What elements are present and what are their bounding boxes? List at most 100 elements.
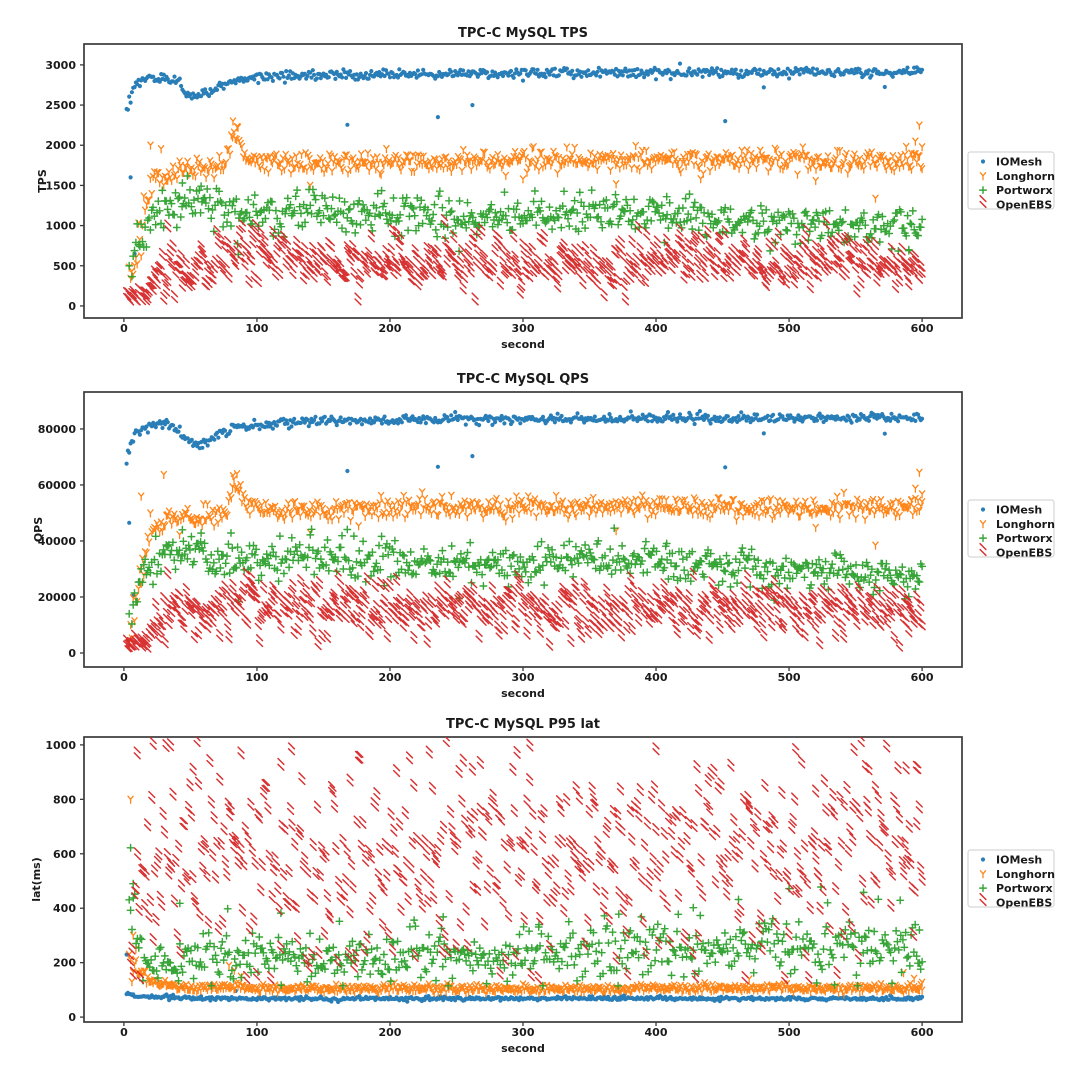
chart-3: TPC-C MySQL P95 lat second lat(ms) 0 100 200 3… [30, 717, 1055, 1055]
x-axis-tick-label: 400 [645, 322, 668, 335]
x-axis-tick-label: 200 [378, 671, 401, 684]
series-layer [124, 737, 927, 1005]
legend-entry-openebs: OpenEBS [979, 892, 1052, 909]
legend-entry-iomesh: IOMesh [980, 854, 1042, 867]
x-axis-tick-label: 100 [245, 1026, 268, 1039]
y-axis-tick-label: 60000 [38, 479, 77, 492]
y-axis-tick-label: 20000 [38, 591, 77, 604]
legend-marker-iomesh-icon [980, 857, 986, 862]
y-axis-tick-label: 2500 [45, 99, 76, 112]
y-axis-tick-label: 3000 [45, 59, 76, 72]
legend-label-portworx: Portworx [996, 532, 1053, 545]
y-axis-tick-label: 0 [68, 1011, 76, 1024]
y-axis-tick-label: 1500 [45, 179, 76, 192]
legend-label-openebs: OpenEBS [996, 198, 1052, 211]
x-axis-label: second [501, 1042, 545, 1055]
legend-entry-openebs: OpenEBS [979, 194, 1052, 211]
y-axis-tick-label: 80000 [38, 423, 77, 436]
x-axis-label: second [501, 338, 545, 351]
series-openebs-points [122, 213, 926, 306]
x-axis-tick-label: 500 [778, 322, 801, 335]
legend-entry-iomesh: IOMesh [980, 504, 1042, 517]
legend-entry-portworx: Portworx [978, 532, 1053, 545]
x-axis-label: second [501, 687, 545, 700]
x-axis-tick-label: 300 [512, 322, 535, 335]
x-axis-tick-label: 100 [245, 322, 268, 335]
legend-marker-portworx-icon [978, 884, 988, 893]
x-axis-tick-label: 600 [911, 1026, 934, 1039]
legend-label-iomesh: IOMesh [996, 504, 1042, 517]
legend-entry-longhorn: Longhorn [979, 170, 1055, 183]
legend-marker-iomesh-icon [980, 507, 986, 512]
series-layer [122, 61, 927, 306]
y-axis-tick-label: 600 [53, 848, 76, 861]
chart-title: TPC-C MySQL QPS [457, 372, 589, 387]
legend-label-openebs: OpenEBS [996, 896, 1052, 909]
legend-entry-longhorn: Longhorn [979, 868, 1055, 881]
x-axis-tick-label: 400 [645, 1026, 668, 1039]
series-portworx-points [125, 171, 927, 281]
legend-box [967, 849, 1055, 908]
legend-entry-openebs: OpenEBS [979, 542, 1052, 559]
legend-marker-openebs-icon [979, 542, 987, 557]
x-axis-tick-label: 200 [378, 1026, 401, 1039]
legend-label-iomesh: IOMesh [996, 156, 1042, 169]
series-longhorn-points [125, 795, 926, 999]
legend-box [967, 151, 1055, 210]
y-axis-tick-label: 200 [53, 957, 76, 970]
chart-1: TPC-C MySQL TPS second TPS 0 100 200 300 400 500… [36, 26, 1055, 351]
x-axis-tick-label: 500 [778, 1026, 801, 1039]
y-axis-tick-label: 0 [68, 647, 76, 660]
legend-marker-longhorn-icon [979, 520, 987, 529]
y-axis-label: lat(ms) [30, 857, 43, 902]
x-axis-tick-label: 100 [245, 671, 268, 684]
legend-marker-portworx-icon [978, 534, 988, 543]
legend-label-iomesh: IOMesh [996, 854, 1042, 867]
x-axis-tick-label: 600 [911, 322, 934, 335]
chart-title: TPC-C MySQL TPS [458, 26, 588, 41]
y-axis-tick-label: 1000 [45, 220, 76, 233]
y-axis-tick-label: 40000 [38, 535, 77, 548]
y-axis-tick-label: 400 [53, 902, 76, 915]
series-portworx-points [125, 843, 927, 990]
legend-marker-iomesh-icon [980, 159, 986, 164]
legend-marker-openebs-icon [979, 892, 987, 907]
chart-title: TPC-C MySQL P95 lat [446, 717, 600, 732]
legend-label-portworx: Portworx [996, 184, 1053, 197]
legend-entry-portworx: Portworx [978, 184, 1053, 197]
legend-entry-longhorn: Longhorn [979, 518, 1055, 531]
legend-entry-portworx: Portworx [978, 882, 1053, 895]
x-axis-tick-label: 0 [120, 322, 128, 335]
x-axis-tick-label: 200 [378, 322, 401, 335]
x-axis-tick-label: 600 [911, 671, 934, 684]
x-axis-tick-label: 500 [778, 671, 801, 684]
y-axis-tick-label: 1000 [45, 739, 76, 752]
series-portworx-points [125, 524, 927, 629]
series-openebs-points [122, 566, 926, 653]
series-openebs-points [126, 737, 926, 985]
x-axis-tick-label: 0 [120, 1026, 128, 1039]
chart-2: TPC-C MySQL QPS second QPS 0 100 200 300 400 500… [32, 372, 1055, 700]
x-axis-tick-label: 300 [512, 1026, 535, 1039]
legend-marker-longhorn-icon [979, 870, 987, 879]
y-axis-tick-label: 2000 [45, 139, 76, 152]
legend-label-longhorn: Longhorn [996, 518, 1055, 531]
legend-label-longhorn: Longhorn [996, 170, 1055, 183]
y-axis-label: TPS [36, 169, 49, 193]
x-axis-tick-label: 0 [120, 671, 128, 684]
legend-marker-portworx-icon [978, 186, 988, 195]
series-iomesh-points [124, 952, 925, 1005]
legend-marker-longhorn-icon [979, 172, 987, 181]
y-axis-tick-label: 0 [68, 300, 76, 313]
y-axis-label: QPS [32, 517, 45, 542]
x-axis-tick-label: 300 [512, 671, 535, 684]
legend-label-openebs: OpenEBS [996, 546, 1052, 559]
x-axis-tick-label: 400 [645, 671, 668, 684]
legend-marker-openebs-icon [979, 194, 987, 209]
legend-entry-iomesh: IOMesh [980, 156, 1042, 169]
